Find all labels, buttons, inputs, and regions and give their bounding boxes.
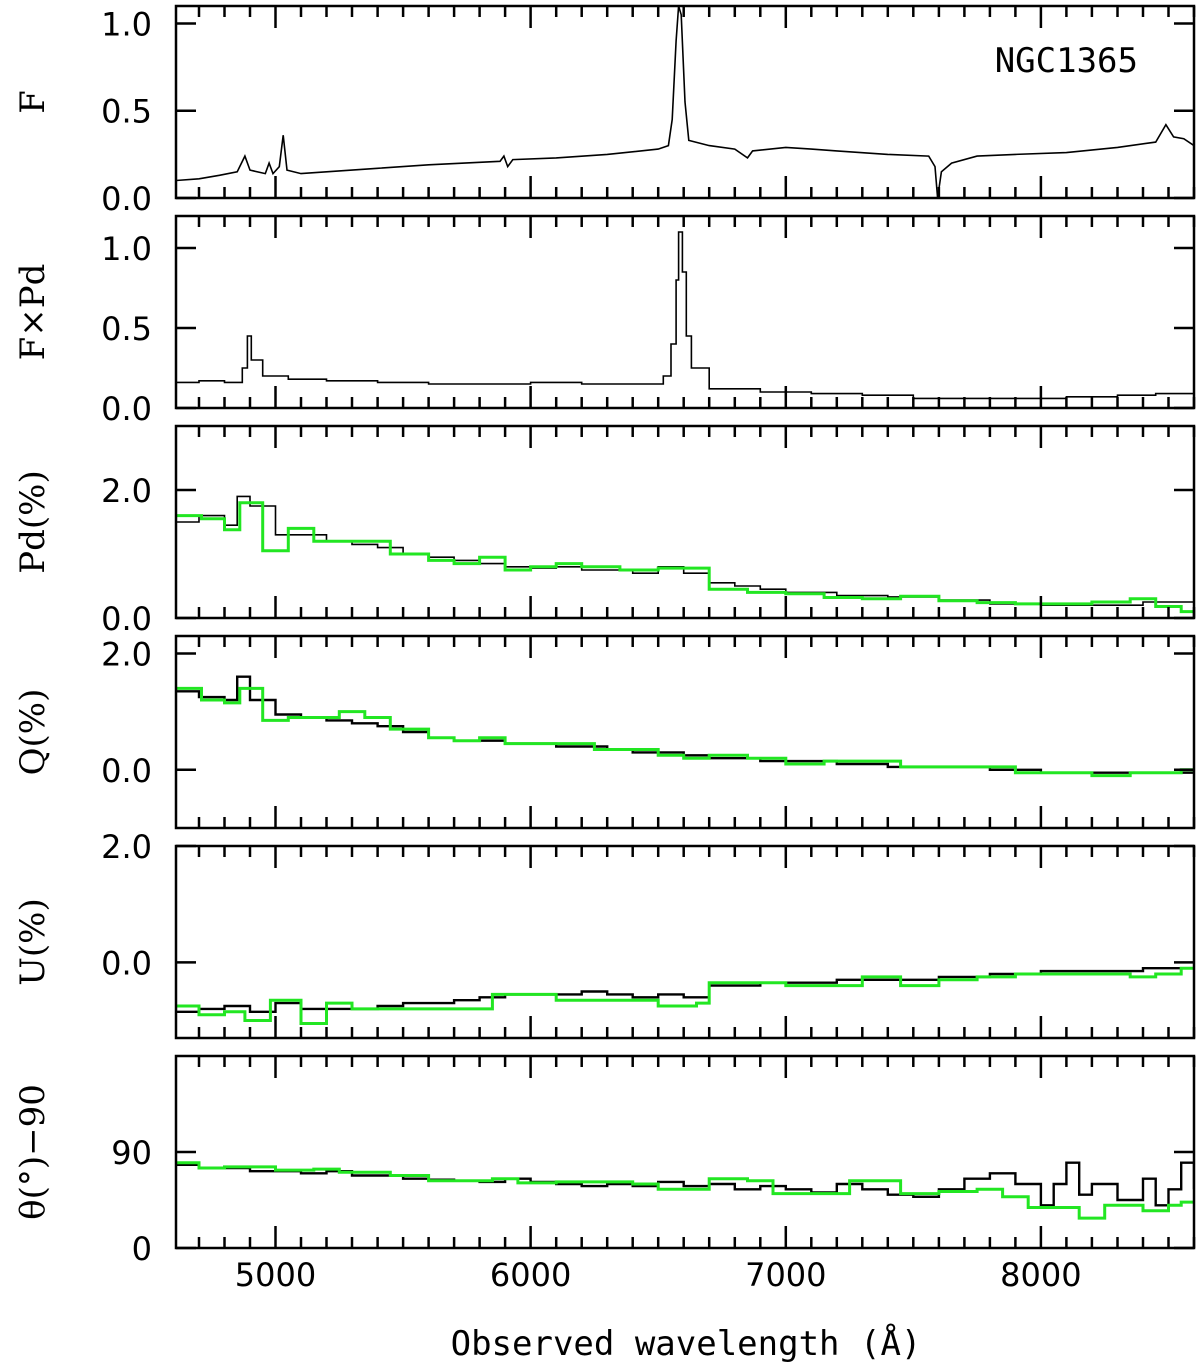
flux-y-axis-label: F (13, 90, 53, 114)
object-name-label: NGC1365 (995, 41, 1138, 81)
stokes-u-plot-area (176, 966, 1194, 1025)
pol-degree-y-axis-label: Pd(%) (13, 470, 53, 573)
pol-angle-y-axis-label: θ(°)−90 (13, 1084, 53, 1220)
stokes-q-binned-series (176, 686, 1194, 778)
y-tick-label: 0.0 (101, 390, 152, 428)
y-tick-label: 2.0 (101, 636, 152, 674)
y-tick-label: 2.0 (101, 472, 152, 510)
x-tick-label: 5000 (235, 1256, 316, 1294)
pol-flux-data-series (176, 231, 1194, 400)
panel-flux: 0.0 0.5 1.0 F (13, 4, 1196, 218)
panels: 0.00.51.0F0.00.51.0F×Pd0.02.0Pd(%)0.02.0… (13, 4, 1196, 1294)
stokes-u-binned-series (176, 966, 1194, 1025)
pol-angle-binned-series (176, 1161, 1194, 1220)
stokes-u-y-axis-label: U(%) (13, 898, 53, 986)
y-tick-label: 0 (132, 1230, 152, 1268)
y-tick-label: 0.0 (101, 944, 152, 982)
stokes-q-y-axis-label: Q(%) (13, 689, 53, 776)
pol-degree-frame (174, 424, 1196, 620)
pol-flux-plot-area (176, 231, 1194, 400)
y-tick-label: 0.5 (101, 93, 152, 131)
pol-flux-frame (174, 214, 1196, 410)
y-tick-label: 0.5 (101, 310, 152, 348)
panel-stokes-q: 0.0 2.0 Q(%) (13, 634, 1196, 830)
panel-pol-flux: 0.0 0.5 1.0 F×Pd (13, 214, 1196, 428)
pol-angle-frame (174, 1054, 1196, 1250)
stokes-q-frame (174, 634, 1196, 830)
y-tick-label: 2.0 (101, 828, 152, 866)
y-tick-label: 0.0 (101, 752, 152, 790)
pol-degree-binned-series (176, 501, 1194, 614)
stokes-u-frame (174, 844, 1196, 1040)
x-tick-label: 6000 (490, 1256, 571, 1294)
x-axis-label: Observed wavelength (Å) (451, 1323, 922, 1364)
flux-data-series (176, 6, 1194, 198)
panel-pol-degree: 0.0 2.0 Pd(%) (13, 424, 1196, 638)
x-tick-label: 7000 (745, 1256, 826, 1294)
panel-stokes-u: 0.0 2.0 U(%) (13, 828, 1196, 1040)
stokes-q-plot-area (176, 675, 1194, 778)
x-tick-label: 8000 (1000, 1256, 1081, 1294)
y-tick-label: 90 (111, 1134, 152, 1172)
x-axis: Observed wavelength (Å) (451, 1323, 922, 1364)
flux-frame (174, 4, 1196, 200)
pol-degree-data-series (176, 495, 1194, 609)
y-tick-label: 1.0 (101, 6, 152, 44)
pol-flux-y-axis-label: F×Pd (13, 264, 53, 361)
y-tick-label: 0.0 (101, 600, 152, 638)
pol-angle-plot-area (176, 1161, 1194, 1220)
panel-pol-angle: 0 90 θ(°)−90 5000 6000 7000 8000 (13, 1054, 1196, 1294)
pol-degree-plot-area (176, 495, 1194, 614)
flux-plot-area (176, 6, 1194, 198)
y-tick-label: 1.0 (101, 230, 152, 268)
y-tick-label: 0.0 (101, 180, 152, 218)
